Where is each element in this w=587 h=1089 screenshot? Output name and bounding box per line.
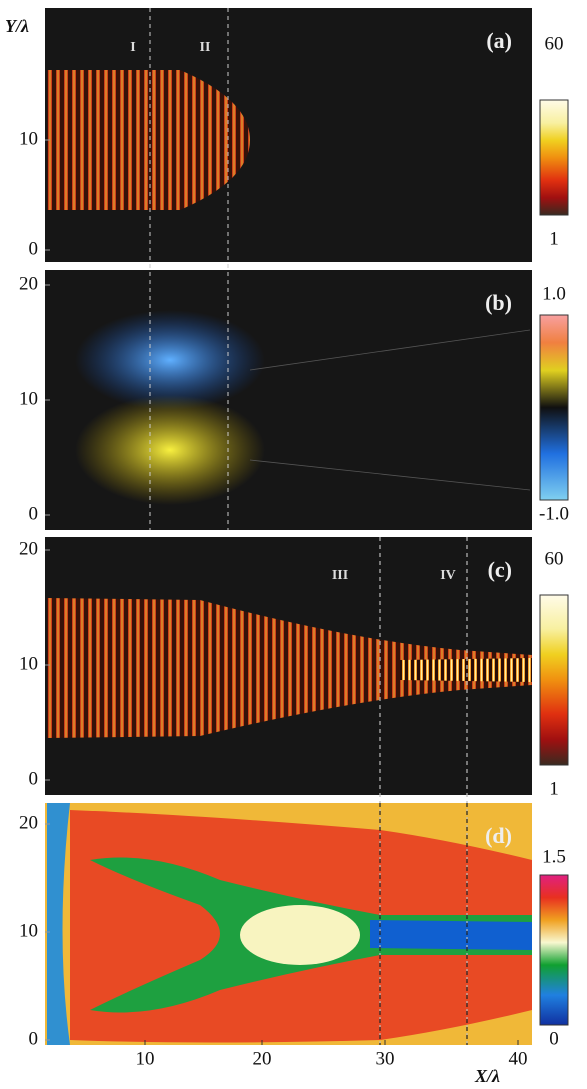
panel-label: (d) (485, 823, 512, 848)
colorbar (539, 314, 569, 501)
colorbar-min: 0 (549, 1028, 559, 1049)
yellow-region (75, 395, 265, 505)
region-label: II (200, 40, 211, 55)
y-tick-label: 10 (19, 388, 38, 409)
dashed-markers (149, 8, 229, 530)
y-tick-label: 20 (19, 273, 38, 294)
focus-pattern (400, 658, 532, 682)
y-tick-label: 0 (29, 1028, 39, 1049)
panel-label: (c) (488, 557, 512, 582)
colorbar-min: 1 (549, 228, 559, 249)
x-tick-label: 40 (509, 1048, 528, 1069)
y-tick-label: 10 (19, 920, 38, 941)
colorbar-max: 60 (545, 33, 564, 54)
x-axis-label: X/λ (474, 1066, 500, 1086)
x-tick-label: 30 (376, 1048, 395, 1069)
field-pattern (47, 70, 250, 210)
panel-label: (a) (486, 28, 512, 53)
y-tick-label: 0 (29, 503, 39, 524)
x-tick-label: 10 (136, 1048, 155, 1069)
region-blue (370, 920, 532, 950)
colorbar (539, 594, 569, 766)
blue-region (75, 310, 265, 410)
y-axis-label: Y/λ (5, 16, 29, 36)
region-label: III (332, 568, 348, 583)
y-tick-label: 20 (19, 538, 38, 559)
colorbar (539, 99, 569, 216)
y-tick-label: 20 (19, 812, 38, 833)
region-label: I (130, 40, 135, 55)
colorbar-min: 1 (549, 778, 559, 799)
colorbar-min: -1.0 (539, 503, 569, 524)
y-tick-label: 0 (29, 768, 39, 789)
x-tick-label: 20 (253, 1048, 272, 1069)
region-blue (47, 803, 70, 1045)
panel-label: (b) (485, 290, 512, 315)
field-pattern (47, 598, 532, 738)
region-label: IV (440, 568, 456, 583)
colorbar-max: 1.0 (542, 283, 566, 304)
colorbar-max: 1.5 (542, 846, 566, 867)
y-tick-label: 10 (19, 128, 38, 149)
dashed-markers (379, 537, 468, 1045)
colorbar-max: 60 (545, 548, 564, 569)
region-white (240, 905, 360, 965)
y-tick-label: 0 (29, 238, 39, 259)
trace (249, 329, 531, 371)
y-tick-label: 10 (19, 653, 38, 674)
trace (249, 459, 531, 491)
colorbar (539, 874, 569, 1026)
